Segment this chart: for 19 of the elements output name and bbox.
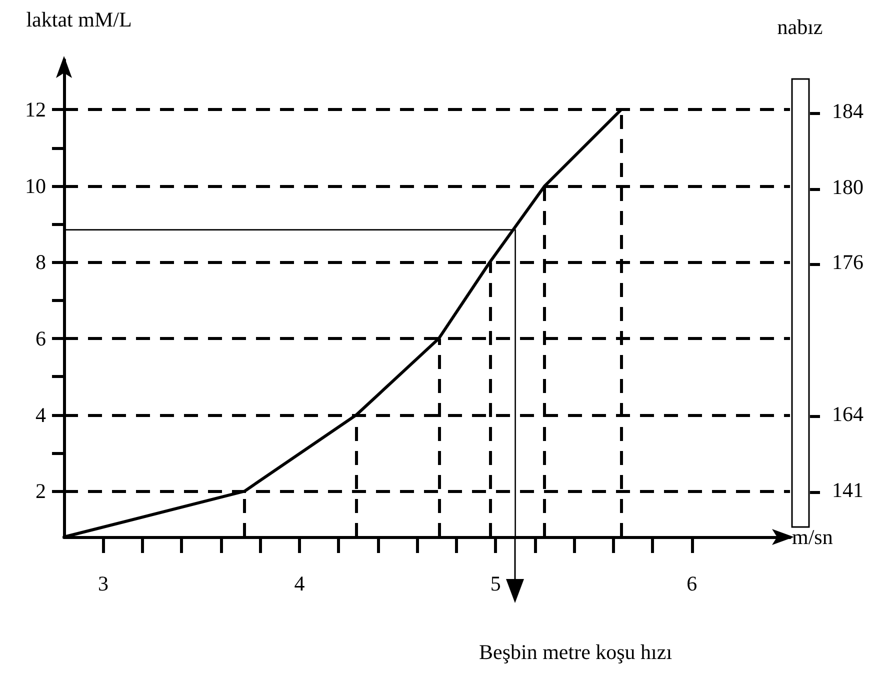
x-tick-label: 6 [686,572,698,596]
text: 164 [810,402,864,426]
y-tick-label: 8 [36,250,46,274]
y-tick-label: 6 [36,326,46,351]
x-tick-label: 5 [490,572,501,596]
text: Beşbin metre koşu hızı [479,640,672,664]
y-tick-label: 10 [25,174,46,198]
y-tick-label: 12 [25,98,46,122]
y2-axis-title: nabız [777,15,823,39]
y-axis-title: laktat mM/L [26,8,132,32]
x-tick-label: 3 [98,572,108,596]
y-tick-label: 2 [36,479,46,504]
text: 184 [810,99,864,123]
text: 176 [810,250,864,274]
x-tick-label: 4 [294,572,306,596]
x-axis-title: m/sn [792,525,834,549]
text: 180 [810,175,864,199]
text: 141 [810,478,864,502]
y-tick-label: 4 [36,402,46,427]
